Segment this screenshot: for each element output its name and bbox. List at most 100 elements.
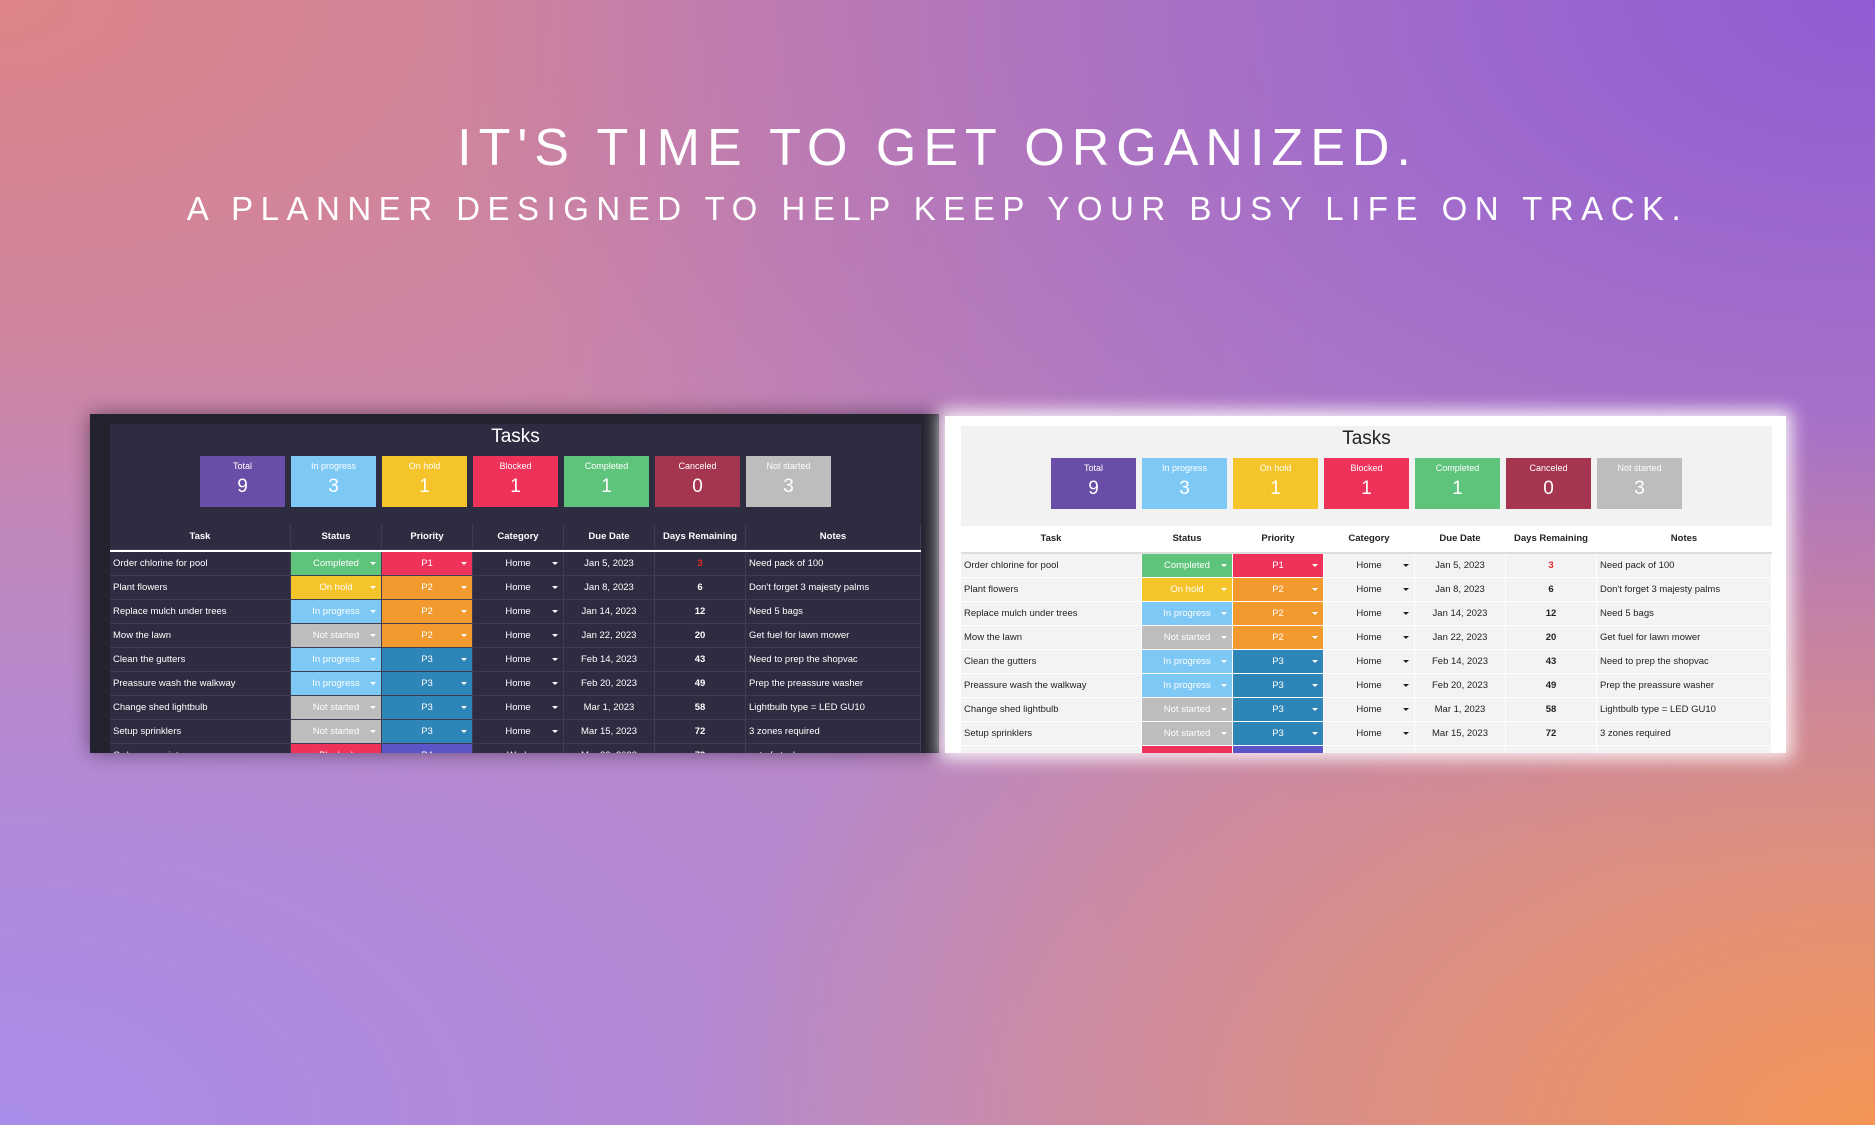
stat-card: Completed 1 [564,456,649,507]
task-cell: Mow the lawn [110,624,291,648]
priority-cell[interactable]: P2 [382,624,473,648]
stat-value: 1 [601,476,612,497]
priority-cell[interactable]: P2 [1233,602,1324,626]
status-cell[interactable]: On hold [291,576,382,600]
status-cell[interactable]: On hold [1142,578,1233,602]
task-cell: Clean the gutters [110,648,291,672]
notes-cell: Get fuel for lawn mower [746,624,921,648]
category-cell[interactable]: Work [473,744,564,753]
status-cell[interactable]: Not started [291,624,382,648]
notes-cell: 3 zones required [1597,722,1772,746]
status-cell[interactable]: Not started [1142,626,1233,650]
status-cell[interactable]: In progress [1142,674,1233,698]
priority-cell[interactable]: P3 [382,672,473,696]
category-cell[interactable]: Home [473,720,564,744]
priority-cell[interactable]: P1 [382,552,473,576]
days-cell: 20 [655,624,746,648]
status-cell[interactable]: In progress [291,672,382,696]
task-cell: Change shed lightbulb [110,696,291,720]
priority-cell[interactable]: P3 [382,720,473,744]
category-cell[interactable]: Work [1324,746,1415,753]
task-row: Clean the gutters In progress P3 Home Feb 14… [961,650,1772,674]
due-cell: Jan 8, 2023 [564,576,655,600]
priority-cell[interactable]: P3 [382,696,473,720]
due-cell: Feb 14, 2023 [1415,650,1506,674]
priority-cell[interactable]: P4 [1233,746,1324,753]
category-cell[interactable]: Home [1324,698,1415,722]
stat-label: Blocked [1350,463,1383,473]
priority-cell[interactable]: P3 [382,648,473,672]
priority-cell[interactable]: P3 [1233,722,1324,746]
notes-cell: Lightbulb type = LED GU10 [1597,698,1772,722]
priority-cell[interactable]: P3 [1233,674,1324,698]
task-cell: Clean the gutters [961,650,1142,674]
column-header: Notes [1597,526,1772,552]
stat-card: Blocked 1 [1324,458,1409,509]
priority-cell[interactable]: P2 [382,600,473,624]
due-cell: Jan 14, 2023 [1415,602,1506,626]
category-cell[interactable]: Home [1324,602,1415,626]
column-header: Status [291,524,382,550]
stat-value: 1 [1270,478,1281,499]
category-cell[interactable]: Home [1324,650,1415,674]
status-cell[interactable]: In progress [291,648,382,672]
category-cell[interactable]: Home [1324,626,1415,650]
status-cell[interactable]: In progress [291,600,382,624]
stat-value: 9 [237,476,248,497]
category-cell[interactable]: Home [473,672,564,696]
priority-cell[interactable]: P3 [1233,650,1324,674]
days-cell: 43 [655,648,746,672]
category-cell[interactable]: Home [473,552,564,576]
days-cell: 43 [1506,650,1597,674]
stat-label: Canceled [678,461,717,471]
notes-cell: Need 5 bags [746,600,921,624]
category-cell[interactable]: Home [473,576,564,600]
status-cell[interactable]: Blocked [291,744,382,753]
status-cell[interactable]: Not started [1142,722,1233,746]
days-cell: 79 [655,744,746,753]
stat-value: 1 [419,476,430,497]
task-row: Preassure wash the walkway In progress P3 H… [961,674,1772,698]
stat-card: On hold 1 [1233,458,1318,509]
stat-label: Total [232,461,252,471]
category-cell[interactable]: Home [473,600,564,624]
task-row: Setup sprinklers Not started P3 Home Mar 15,… [961,722,1772,746]
days-cell: 72 [1506,722,1597,746]
table-header: Task Status Priority Category Due Date Days R… [110,524,921,552]
status-cell[interactable]: In progress [1142,650,1233,674]
category-cell[interactable]: Home [1324,554,1415,578]
due-cell: Jan 5, 2023 [1415,554,1506,578]
category-cell[interactable]: Home [473,648,564,672]
category-cell[interactable]: Home [473,696,564,720]
status-cell[interactable]: Not started [1142,698,1233,722]
status-cell[interactable]: Completed [1142,554,1233,578]
category-cell[interactable]: Home [1324,578,1415,602]
task-cell: Setup sprinklers [110,720,291,744]
task-cell: Plant flowers [961,578,1142,602]
days-cell: 12 [655,600,746,624]
stat-card: Total 9 [200,456,285,507]
priority-cell[interactable]: P2 [1233,626,1324,650]
category-cell[interactable]: Home [473,624,564,648]
priority-cell[interactable]: P3 [1233,698,1324,722]
status-cell[interactable]: Blocked [1142,746,1233,753]
notes-cell: Lightbulb type = LED GU10 [746,696,921,720]
days-cell: 6 [1506,578,1597,602]
days-cell: 58 [1506,698,1597,722]
priority-cell[interactable]: P2 [1233,578,1324,602]
status-cell[interactable]: Not started [291,696,382,720]
priority-cell[interactable]: P2 [382,576,473,600]
priority-cell[interactable]: P4 [382,744,473,753]
category-cell[interactable]: Home [1324,674,1415,698]
status-cell[interactable]: In progress [1142,602,1233,626]
category-cell[interactable]: Home [1324,722,1415,746]
status-cell[interactable]: Completed [291,552,382,576]
priority-cell[interactable]: P1 [1233,554,1324,578]
task-cell: Order chlorine for pool [961,554,1142,578]
task-row: Change shed lightbulb Not started P3 Home Ma… [961,698,1772,722]
stat-label: On hold [408,461,441,471]
status-cell[interactable]: Not started [291,720,382,744]
column-header: Due Date [564,524,655,550]
column-header: Days Remaining [1506,526,1597,552]
notes-cell: Prep the preassure washer [746,672,921,696]
